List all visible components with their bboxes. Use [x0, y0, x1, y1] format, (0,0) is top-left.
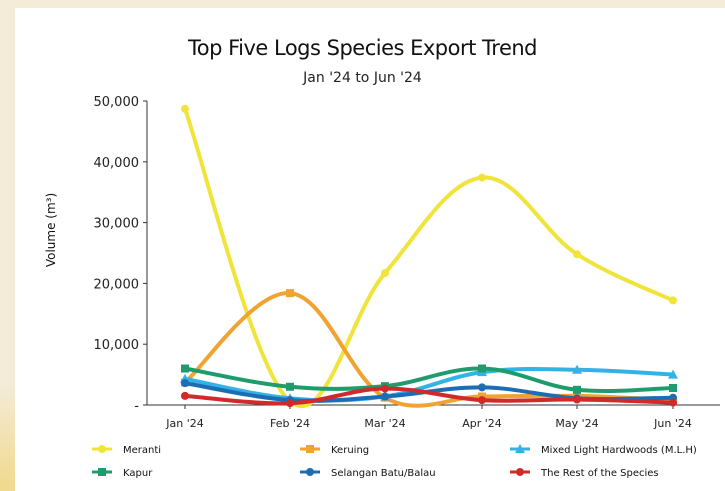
legend-label: Keruing	[331, 445, 369, 456]
x-tick-label: Apr '24	[462, 417, 502, 430]
data-point	[478, 364, 486, 373]
x-tick-label: Mar '24	[364, 417, 405, 430]
legend-item: Meranti	[92, 445, 161, 456]
y-tick-label: 30,000	[94, 217, 140, 232]
legend-item: Kapur	[92, 468, 153, 479]
chart-card	[15, 8, 725, 491]
series-line	[183, 106, 675, 408]
legend-swatch-marker	[516, 468, 524, 476]
data-point	[381, 384, 389, 393]
data-point	[286, 289, 294, 298]
series-keruing	[181, 289, 677, 408]
y-tick-label: -	[134, 399, 139, 414]
data-point	[181, 379, 189, 388]
legend-label: Meranti	[123, 445, 161, 456]
data-point	[286, 399, 294, 408]
data-point	[381, 392, 389, 401]
x-tick-label: May '24	[555, 417, 598, 430]
legend-label: The Rest of the Species	[540, 468, 659, 479]
data-point	[478, 396, 486, 405]
legend-swatch-marker	[98, 468, 106, 476]
data-point	[286, 382, 294, 391]
data-point	[572, 364, 582, 374]
chart-title: Top Five Logs Species Export Trend	[187, 36, 538, 60]
data-point	[478, 173, 486, 182]
data-point	[669, 296, 677, 305]
data-point	[381, 269, 389, 278]
series-line	[183, 366, 675, 394]
legend-item: Mixed Light Hardwoods (M.L.H)	[510, 444, 697, 456]
legend-item: The Rest of the Species	[510, 468, 659, 479]
legend-label: Selangan Batu/Balau	[331, 468, 436, 479]
legend-label: Mixed Light Hardwoods (M.L.H)	[541, 445, 697, 456]
y-axis-label: Volume (m³)	[44, 193, 58, 267]
data-point	[181, 364, 189, 373]
y-tick-label: 50,000	[94, 95, 140, 110]
legend-item: Selangan Batu/Balau	[300, 468, 436, 479]
series-line	[183, 386, 675, 406]
y-tick-label: 10,000	[94, 338, 140, 353]
y-tick-label: 20,000	[94, 277, 140, 292]
series-meranti	[181, 104, 677, 408]
x-tick-label: Jun '24	[653, 417, 692, 430]
legend-swatch-marker	[306, 468, 314, 476]
data-point	[181, 104, 189, 113]
y-tick-label: 40,000	[94, 156, 140, 171]
legend-swatch-marker	[306, 445, 314, 453]
x-tick-label: Feb '24	[270, 417, 310, 430]
series-the-rest-of-the-species	[181, 384, 677, 408]
data-point	[669, 398, 677, 407]
series-line	[183, 366, 675, 403]
data-point	[478, 383, 486, 392]
legend-swatch-marker	[515, 444, 525, 453]
legend-label: Kapur	[123, 468, 153, 479]
series-line	[183, 291, 675, 408]
x-tick-label: Jan '24	[165, 417, 203, 430]
data-point	[181, 391, 189, 400]
data-point	[573, 250, 581, 259]
data-point	[573, 385, 581, 394]
legend-swatch-marker	[98, 445, 106, 453]
data-point	[669, 383, 677, 392]
data-point	[573, 395, 581, 404]
legend-item: Keruing	[300, 445, 369, 456]
data-point	[668, 369, 678, 379]
chart-subtitle: Jan '24 to Jun '24	[303, 70, 422, 86]
